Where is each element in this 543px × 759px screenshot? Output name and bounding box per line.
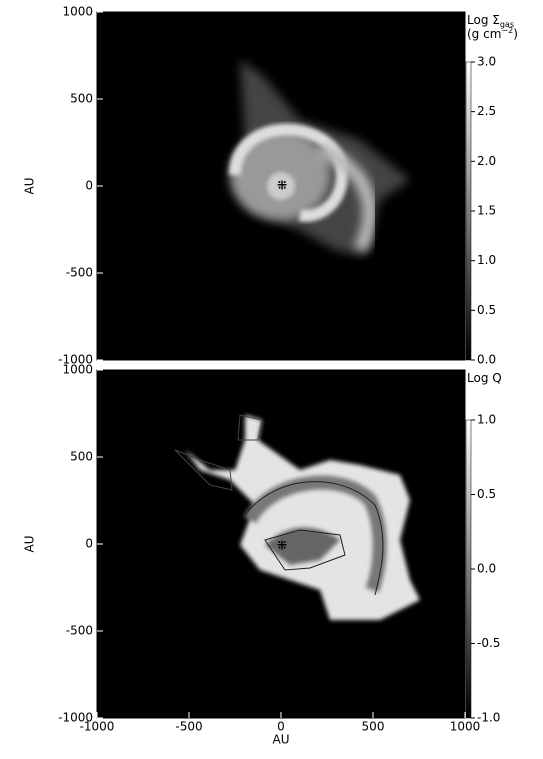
colorbar-label: Log Q — [467, 371, 502, 385]
colorbar-tick-label: 1.5 — [477, 204, 496, 218]
svg-text:⁜: ⁜ — [277, 179, 287, 193]
svg-text:⁜: ⁜ — [277, 539, 287, 553]
colorbar-label-main: Log Σ — [467, 13, 500, 27]
colorbar-tick-label: -1.0 — [477, 711, 500, 725]
y-tick-label: 0 — [85, 179, 93, 193]
colorbar-tick-label: 3.0 — [477, 55, 496, 69]
x-axis-label: AU — [273, 733, 290, 747]
y-tick-label: -1000 — [58, 711, 93, 725]
colorbar-tick-label: 2.5 — [477, 104, 496, 118]
colorbar-tick-label: 0.5 — [477, 303, 496, 317]
x-tick-label: -1000 — [80, 720, 115, 734]
y-tick-label: 1000 — [62, 363, 93, 377]
x-tick-label: 0 — [277, 720, 285, 734]
y-tick-label: 500 — [70, 92, 93, 106]
x-tick-label: 500 — [362, 720, 385, 734]
y-tick-label: 0 — [85, 537, 93, 551]
x-tick-label: 1000 — [450, 720, 481, 734]
colorbar-tick-label: 2.0 — [477, 154, 496, 168]
colorbar-tick-label: 1.0 — [477, 413, 496, 427]
y-tick-label: -500 — [66, 624, 93, 638]
q-image: ⁜ — [174, 414, 420, 620]
colorbar-unit-sup: −2 — [501, 26, 513, 35]
y-tick-label: 1000 — [62, 5, 93, 19]
colorbar — [465, 61, 472, 361]
density-image: ⁜ — [229, 60, 410, 255]
colorbar-tick-label: 0.0 — [477, 353, 496, 367]
colorbar-unit-close: ) — [513, 27, 518, 41]
colorbar-unit: (g cm−2) — [467, 26, 518, 41]
y-axis-label: AU — [23, 178, 37, 195]
colorbar-tick-label: 0.0 — [477, 562, 496, 576]
colorbar-tick-label: -0.5 — [477, 636, 500, 650]
colorbar — [465, 419, 472, 719]
y-tick-label: -500 — [66, 266, 93, 280]
colorbar-tick-label: 0.5 — [477, 487, 496, 501]
colorbar-unit-main: (g cm — [467, 27, 501, 41]
x-tick-label: -500 — [175, 720, 202, 734]
colorbar-label: Log Σgas — [467, 13, 514, 29]
colorbar-label-sub: gas — [500, 20, 514, 29]
y-tick-label: 500 — [70, 450, 93, 464]
y-tick-label: -1000 — [58, 353, 93, 367]
y-axis-label: AU — [23, 536, 37, 553]
colorbar-label-main: Log Q — [467, 371, 502, 385]
colorbar-tick-label: 1.0 — [477, 253, 496, 267]
